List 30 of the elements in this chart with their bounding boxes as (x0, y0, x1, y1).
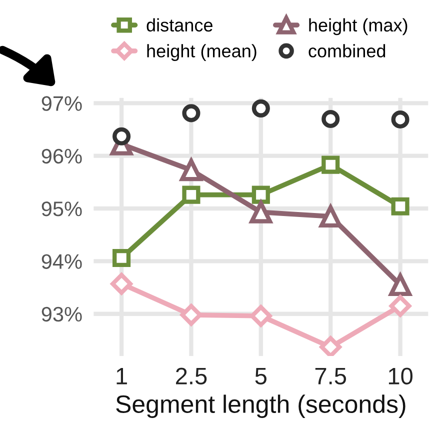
point (180, 304, 202, 326)
x-axis-title: Segment length (seconds) (116, 394, 406, 418)
point (250, 305, 272, 327)
y-tick-label: 94% (42, 254, 82, 269)
y-tick-label: 95% (42, 202, 82, 216)
point (252, 99, 270, 118)
point (252, 186, 270, 204)
point (182, 104, 200, 122)
legend-label: height (max) (309, 18, 408, 36)
x-tick-label: 5 (255, 368, 266, 384)
point (112, 127, 131, 146)
point (182, 186, 200, 204)
point (110, 272, 132, 295)
y-tick-label: 96% (42, 148, 82, 164)
y-tick-label: 97% (42, 96, 82, 111)
y-tick-label: 93% (42, 306, 82, 322)
legend-label: height (mean) (147, 44, 256, 61)
point (322, 110, 340, 128)
point (389, 295, 412, 317)
point (322, 156, 340, 174)
point (391, 110, 410, 129)
x-tick-label: 10 (388, 368, 412, 384)
x-tick-label: 1 (116, 368, 127, 384)
point (391, 197, 410, 216)
legend-label: distance (146, 18, 212, 32)
legend-label: combined (308, 44, 386, 58)
x-tick-label: 7.5 (315, 368, 346, 384)
point (112, 249, 131, 268)
point (320, 336, 342, 356)
x-tick-label: 2.5 (176, 368, 207, 384)
